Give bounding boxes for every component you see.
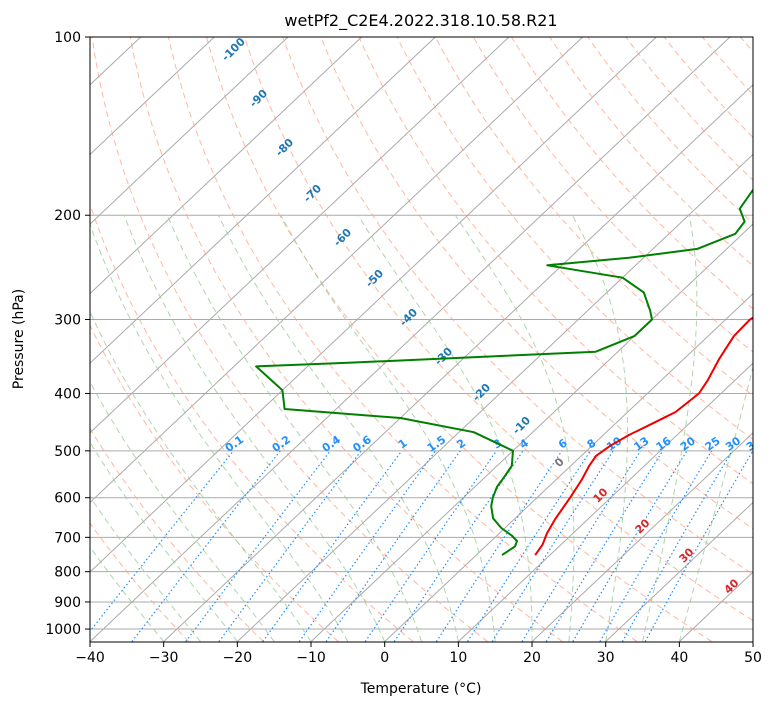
x-tick-label: −40 <box>75 650 105 666</box>
y-axis-label: Pressure (hPa) <box>11 289 27 389</box>
dry-adiabat <box>587 37 753 224</box>
mixing-ratio-line <box>521 450 642 642</box>
x-tick-label: −10 <box>296 650 326 666</box>
isotherm <box>384 292 753 642</box>
mixing-ratio-line <box>325 450 461 642</box>
mixing-ratio-line <box>218 450 362 642</box>
isotherm <box>310 223 753 642</box>
x-tick-label: 50 <box>744 650 762 666</box>
dewpoint-line <box>255 188 753 556</box>
y-tick-label: 800 <box>54 565 81 581</box>
y-tick-label: 200 <box>54 208 81 224</box>
y-tick-label: 300 <box>54 312 81 328</box>
isotherm <box>90 37 510 434</box>
moist-adiabat <box>90 222 349 642</box>
mixing-ratio-line <box>185 450 331 642</box>
moist-adiabats <box>90 214 753 642</box>
dry-adiabat <box>90 522 190 642</box>
dry-adiabat <box>396 37 753 441</box>
plot-frame <box>89 36 754 643</box>
isotherm <box>236 153 753 642</box>
y-tick-label: 500 <box>54 444 81 460</box>
dry-adiabat <box>91 37 489 642</box>
mixing-ratio-line <box>90 450 234 633</box>
x-tick-label: 30 <box>597 650 615 666</box>
moist-adiabat <box>166 215 422 642</box>
moist-adiabat <box>90 310 312 642</box>
isotherm <box>90 37 215 156</box>
sounding-profiles <box>255 188 753 556</box>
isotherms <box>90 37 753 642</box>
x-tick-label: −30 <box>149 650 179 666</box>
dry-adiabat <box>129 37 563 642</box>
x-tick-label: −20 <box>223 650 253 666</box>
y-tick-label: 900 <box>54 595 81 611</box>
dry-adiabat <box>90 202 414 642</box>
dry-adiabat <box>282 37 753 575</box>
isotherm <box>90 37 436 364</box>
mixing-ratio-line <box>262 450 403 642</box>
dry-adiabat <box>434 37 753 397</box>
moist-adiabat <box>357 214 533 642</box>
x-axis-label: Temperature (°C) <box>360 681 482 697</box>
x-tick-label: 40 <box>670 650 688 666</box>
y-tick-label: 1000 <box>45 622 81 638</box>
plot-area: 0.10.20.40.611.52346810131620253036-100-… <box>90 37 764 642</box>
mixing-ratio-line <box>545 450 664 642</box>
x-axis-ticks: −40 −30 −20 −10 0 10 20 30 40 50 <box>75 642 762 666</box>
isotherm <box>90 37 584 504</box>
isotherm <box>531 432 753 642</box>
mixing-ratio-label: 36 <box>744 434 764 454</box>
x-tick-label: 20 <box>523 650 541 666</box>
y-tick-label: 400 <box>54 386 81 402</box>
isotherm <box>605 501 753 642</box>
mixing-ratio-line <box>393 450 524 642</box>
mixing-ratio-line <box>298 450 436 642</box>
isotherm <box>90 37 657 573</box>
mixing-ratio-line <box>644 450 753 642</box>
y-tick-label: 700 <box>54 530 81 546</box>
mixing-ratio-line <box>435 450 563 642</box>
dry-adiabat <box>244 37 753 622</box>
dry-adiabat <box>320 37 753 530</box>
chart-title: wetPf2_C2E4.2022.318.10.58.R21 <box>284 11 557 31</box>
moist-adiabat <box>642 215 698 642</box>
mixing-ratio-line <box>364 450 497 642</box>
moist-adiabat <box>571 214 628 642</box>
x-tick-label: 0 <box>380 650 389 666</box>
isotherm <box>90 37 289 225</box>
dry-adiabats <box>90 37 753 642</box>
moist-adiabat <box>454 214 575 642</box>
dry-adiabat <box>90 324 339 642</box>
x-tick-label: 10 <box>449 650 467 666</box>
temperature-line <box>534 316 753 556</box>
dry-adiabat <box>358 37 753 485</box>
mixing-ratio-line <box>466 450 591 642</box>
dry-adiabat <box>206 37 713 642</box>
dry-adiabat <box>549 37 753 267</box>
dry-adiabat <box>167 37 638 642</box>
isotherm <box>90 37 362 295</box>
isotherm <box>90 37 731 642</box>
mixing-ratio-lines <box>90 450 753 642</box>
y-axis-ticks: 100 200 300 400 500 600 700 800 900 1000 <box>45 30 90 638</box>
dry-adiabat <box>472 37 753 353</box>
isotherm <box>458 362 753 642</box>
y-tick-label: 100 <box>54 30 81 46</box>
moist-adiabat <box>123 215 386 642</box>
y-tick-label: 600 <box>54 491 81 507</box>
isotherm <box>163 84 753 642</box>
moist-adiabat <box>217 214 459 642</box>
